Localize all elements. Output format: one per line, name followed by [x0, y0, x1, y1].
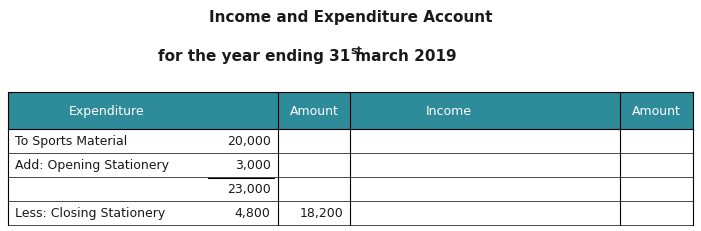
Text: Income: Income: [426, 104, 472, 117]
Text: Less: Closing Stationery: Less: Closing Stationery: [15, 207, 165, 219]
Bar: [8, 177, 693, 201]
Text: 18,200: 18,200: [300, 207, 343, 219]
Text: Amount: Amount: [632, 104, 681, 117]
Text: 4,800: 4,800: [235, 207, 271, 219]
Text: Expenditure: Expenditure: [69, 104, 144, 117]
Text: for the year ending 31: for the year ending 31: [158, 49, 350, 64]
Text: Add: Opening Stationery: Add: Opening Stationery: [15, 159, 170, 172]
Text: 3,000: 3,000: [235, 159, 271, 172]
Text: st: st: [350, 46, 362, 56]
Bar: [8, 153, 693, 177]
Text: 23,000: 23,000: [227, 183, 271, 196]
Text: Amount: Amount: [290, 104, 339, 117]
Text: march 2019: march 2019: [350, 49, 457, 64]
Text: 20,000: 20,000: [227, 135, 271, 148]
Bar: [8, 93, 693, 129]
Text: https://www...: https://www...: [106, 140, 170, 182]
Text: To Sports Material: To Sports Material: [15, 135, 128, 148]
Bar: [8, 129, 693, 153]
Bar: [8, 201, 693, 225]
Text: Income and Expenditure Account: Income and Expenditure Account: [209, 10, 492, 25]
